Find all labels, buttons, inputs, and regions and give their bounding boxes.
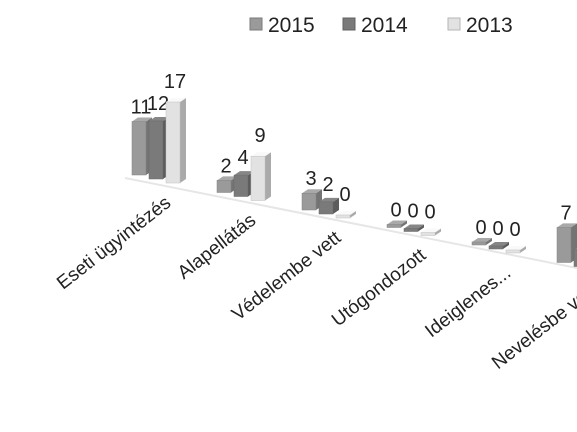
- bar-top: [149, 116, 169, 121]
- bar-side: [486, 238, 492, 245]
- bar: [250, 155, 266, 201]
- bar-side: [333, 197, 339, 214]
- value-label: 11: [131, 97, 152, 119]
- bar: [165, 101, 181, 184]
- category-label: Alapellátás: [174, 210, 260, 284]
- bar-top: [336, 211, 356, 215]
- bar-top: [234, 171, 254, 176]
- bar-top: [404, 224, 424, 229]
- bar-side: [520, 246, 526, 253]
- value-label: 0: [390, 200, 401, 222]
- bar-top: [132, 117, 152, 122]
- category-label: Utógondozott: [328, 244, 431, 331]
- bar-side: [180, 98, 186, 183]
- bar: [488, 245, 504, 250]
- value-label: 0: [339, 184, 350, 206]
- bar-top: [166, 98, 186, 102]
- bar-top: [387, 220, 407, 225]
- value-label: 12: [147, 93, 169, 115]
- floor: [124, 177, 577, 269]
- bar-top: [489, 242, 509, 246]
- value-label: 0: [492, 218, 503, 240]
- bar: [233, 174, 249, 197]
- category-label: Védelembe vett: [228, 227, 346, 325]
- value-label: 3: [305, 168, 316, 190]
- bar-top: [251, 152, 271, 157]
- bar-top: [506, 246, 526, 250]
- category-label: Nevelésbe vett: [488, 279, 577, 373]
- bar: [573, 249, 577, 267]
- legend-swatch: [249, 17, 263, 31]
- legend-label: 2014: [361, 14, 408, 37]
- bar: [148, 120, 164, 180]
- legend-swatch: [447, 17, 461, 31]
- bar: [386, 224, 402, 228]
- legend-swatch: [342, 17, 356, 31]
- legend-label: 2015: [268, 14, 315, 37]
- value-label: 2: [220, 155, 231, 177]
- bar-side: [401, 220, 407, 228]
- legend-label: 2013: [466, 14, 513, 37]
- category-label: Ideiglenes...: [421, 262, 515, 342]
- bar: [335, 214, 351, 219]
- bar-side: [265, 152, 271, 201]
- value-label: 7: [560, 202, 571, 224]
- bar-top: [319, 197, 339, 202]
- bar: [556, 227, 572, 263]
- bar-top: [302, 189, 322, 194]
- bar: [216, 180, 232, 193]
- bar: [471, 241, 487, 246]
- bar-top: [472, 238, 492, 242]
- value-label: 0: [407, 201, 418, 223]
- value-label: 0: [424, 202, 435, 224]
- bar-top: [574, 247, 577, 250]
- bar-top: [217, 176, 237, 181]
- bar-side: [418, 224, 424, 232]
- value-label: 9: [254, 125, 265, 147]
- bar-side: [435, 228, 441, 236]
- category-label: Eseti ügyintézés: [53, 192, 175, 294]
- bar-top: [557, 223, 577, 228]
- bar: [420, 232, 436, 236]
- bar: [505, 249, 521, 254]
- bar: [403, 228, 419, 232]
- bar: [131, 121, 147, 176]
- value-label: 4: [237, 147, 248, 169]
- value-label: 2: [322, 174, 333, 196]
- bar: [301, 192, 317, 211]
- value-label: 17: [164, 71, 186, 93]
- value-label: 0: [509, 219, 520, 241]
- bar-side: [503, 242, 509, 249]
- bar-side: [350, 211, 356, 218]
- bar: [318, 201, 334, 215]
- bar-top: [421, 228, 441, 233]
- value-label: 0: [475, 217, 486, 239]
